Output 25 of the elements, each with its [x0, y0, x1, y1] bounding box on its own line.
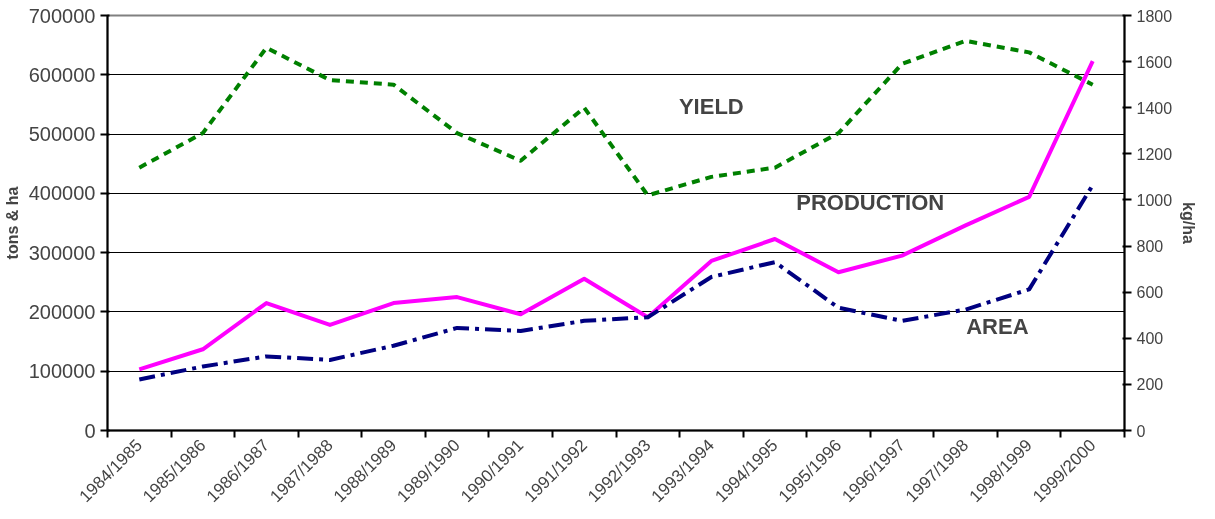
- series-label: PRODUCTION: [796, 189, 945, 215]
- y2-tick-label: 1000: [1136, 191, 1173, 209]
- y-tick-label: 0: [84, 419, 96, 442]
- line-series: [137, 59, 1095, 372]
- y2-tick-label: 400: [1136, 330, 1164, 348]
- y2-tick-label: 1600: [1136, 53, 1173, 71]
- y-tick-label: 700000: [28, 4, 96, 27]
- y-tick-label: 100000: [28, 360, 96, 383]
- y2-tick-label: 800: [1136, 238, 1164, 256]
- y-tick-label: 300000: [28, 241, 96, 264]
- y2-tick-label: 200: [1136, 376, 1164, 394]
- y2-tick-label: 1400: [1136, 99, 1173, 117]
- y-tick-label: 600000: [28, 63, 96, 86]
- y-tick-label: 200000: [28, 300, 96, 323]
- y2-tick-label: 600: [1136, 284, 1164, 302]
- y2-axis-title: kg/ha: [1180, 202, 1198, 244]
- text: YIELD: [678, 94, 744, 120]
- y2-tick-label: 1800: [1136, 7, 1173, 25]
- y-tick-label: 400000: [28, 182, 96, 205]
- y-tick-label: 500000: [28, 123, 96, 146]
- series-label: AREA: [966, 314, 1029, 340]
- y2-tick-label: 1200: [1136, 145, 1173, 163]
- y2-tick-label: 0: [1136, 422, 1146, 440]
- y-axis-title: tons & ha: [3, 186, 21, 260]
- line-series: [137, 183, 1095, 382]
